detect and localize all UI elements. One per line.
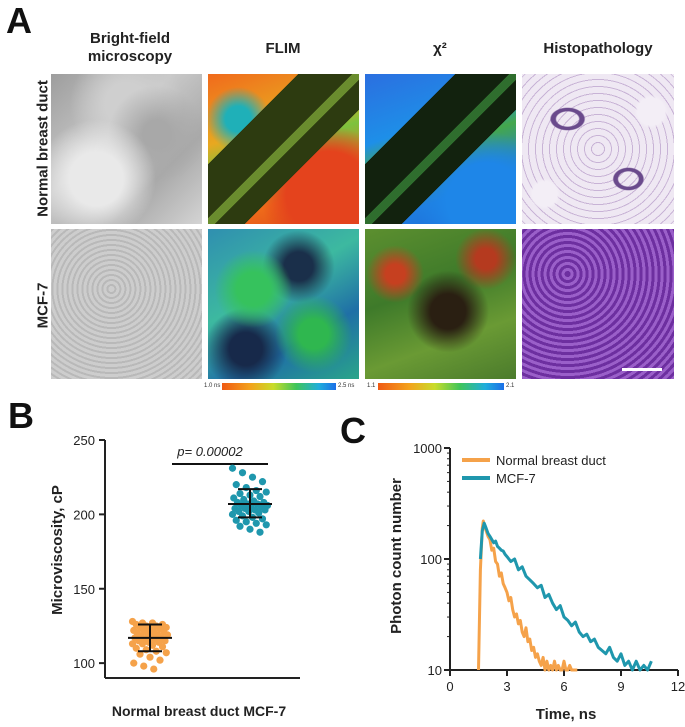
panel-b-data-point xyxy=(248,473,257,481)
histopathology-mcf7-image xyxy=(522,229,674,379)
panel-b-ytick-label: 250 xyxy=(73,433,95,448)
scale-bar xyxy=(622,368,662,371)
panel-b-data-point xyxy=(146,653,154,661)
panel-b-data-point xyxy=(246,525,254,533)
column-header-flim: FLIM xyxy=(265,40,301,57)
panel-b-data-point xyxy=(228,464,237,472)
panel-b-data-point xyxy=(142,646,150,654)
panel-b-data-point xyxy=(130,659,138,667)
panel-b-data-point xyxy=(232,516,240,524)
panel-c-letter: C xyxy=(340,410,366,451)
column-header-histopathology: Histopathology xyxy=(543,40,653,57)
panel-b-data-point xyxy=(136,650,144,658)
panel-a-letter: A xyxy=(6,0,32,41)
chi2-colorbar-max-label: 2.1 xyxy=(506,383,515,389)
flim-mcf7-image xyxy=(208,229,359,379)
panel-b-data-point xyxy=(162,649,170,657)
panel-b-data-point xyxy=(256,492,264,501)
panel-b-ytick-label: 150 xyxy=(73,582,95,597)
brightfield-mcf7-image xyxy=(51,229,202,379)
panel-b-ytick-label: 200 xyxy=(73,507,95,522)
panel-b-data-point xyxy=(232,481,240,489)
panel-b-data-point xyxy=(132,644,140,652)
panel-b-data-point xyxy=(245,507,253,515)
flim-colorbar xyxy=(222,383,336,390)
panel-b-pvalue: p= 0.00002 xyxy=(176,444,243,459)
column-header-chi2: χ² xyxy=(433,40,447,57)
column-header-line: Bright-field xyxy=(90,30,170,47)
panel-b-data-point xyxy=(242,484,250,492)
panel-b-data-point xyxy=(236,489,244,498)
histopathology-normal-image xyxy=(522,74,674,224)
panel-b-data-point xyxy=(262,521,270,529)
chi2-normal-image xyxy=(365,74,516,224)
panel-b-data-point xyxy=(156,656,164,664)
flim-normal-image xyxy=(208,74,359,224)
flim-colorbar-min-label: 1.0 ns xyxy=(204,383,221,389)
flim-colorbar-max-label: 2.5 ns xyxy=(338,383,355,389)
panel-b-data-point xyxy=(242,518,250,526)
panel-b-data-point xyxy=(236,522,244,530)
panel-b-data-point xyxy=(158,643,167,651)
column-header-line: microscopy xyxy=(87,48,173,65)
panel-b-data-point xyxy=(255,509,263,517)
panel-b-data-point xyxy=(138,640,147,648)
brightfield-normal-image xyxy=(51,74,202,224)
chi2-colorbar xyxy=(378,383,504,390)
panel-b-data-point xyxy=(228,510,237,518)
panel-b-data-point xyxy=(258,515,267,523)
panel-b-letter: B xyxy=(8,395,34,436)
column-header-brightfield: Bright-field microscopy xyxy=(55,30,205,66)
panel-b-data-point xyxy=(262,488,270,496)
panel-b-xlabel: Normal breast duct MCF-7 xyxy=(112,703,286,719)
panel-b-data-point xyxy=(252,519,260,527)
panel-b-data-point xyxy=(163,631,172,639)
chi2-mcf7-image xyxy=(365,229,516,379)
panel-b-data-point xyxy=(238,512,247,520)
panel-b-data-point xyxy=(252,486,260,495)
panel-b-data-point xyxy=(140,662,148,670)
panel-b-data-point xyxy=(256,528,264,536)
panel-b-ytick-label: 100 xyxy=(73,656,95,671)
panel-b-data-point xyxy=(238,469,247,477)
panel-b-data-point xyxy=(161,637,169,645)
panel-b-data-point xyxy=(258,478,267,486)
panel-b-data-point xyxy=(261,506,269,514)
chi2-colorbar-min-label: 1.1 xyxy=(367,383,376,389)
panel-b-ylabel: Microviscosity, cP xyxy=(49,485,66,615)
panel-b-data-point xyxy=(150,665,158,673)
